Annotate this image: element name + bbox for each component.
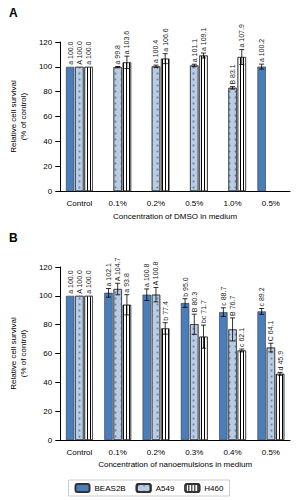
svg-text:c 88.7: c 88.7 (220, 287, 227, 306)
svg-text:Concentration of nanoemulsions: Concentration of nanoemulsions in medium (98, 460, 252, 469)
svg-text:0.4%: 0.4% (223, 448, 241, 457)
svg-text:A 104.7: A 104.7 (114, 257, 121, 281)
svg-text:0.5%: 0.5% (262, 448, 280, 457)
svg-text:0.2%: 0.2% (147, 199, 165, 208)
svg-text:b 77.4: b 77.4 (162, 301, 169, 321)
svg-text:a 102.1: a 102.1 (105, 263, 112, 286)
svg-text:B: B (9, 231, 18, 245)
svg-text:80: 80 (43, 320, 52, 329)
svg-text:0: 0 (48, 187, 53, 196)
svg-text:0.1%: 0.1% (109, 448, 127, 457)
svg-text:a 100.0: a 100.0 (67, 270, 74, 293)
svg-text:A549: A549 (156, 484, 175, 493)
svg-text:bc 71.7: bc 71.7 (200, 300, 207, 323)
svg-text:a 100.0: a 100.0 (85, 41, 92, 64)
svg-text:B 83.1: B 83.1 (229, 64, 236, 84)
svg-text:80: 80 (43, 87, 52, 96)
svg-text:a 106.6: a 106.6 (162, 28, 169, 51)
svg-text:B 80.3: B 80.3 (191, 292, 198, 312)
svg-text:a 100.4: a 100.4 (152, 40, 159, 63)
svg-text:B 76.7: B 76.7 (229, 296, 236, 316)
svg-text:0.5%: 0.5% (262, 199, 280, 208)
svg-text:d 45.9: d 45.9 (277, 351, 284, 371)
svg-text:a 100.0: a 100.0 (85, 270, 92, 293)
svg-text:A: A (9, 6, 18, 20)
svg-text:a 100.0: a 100.0 (67, 41, 74, 64)
svg-text:a 101.1: a 101.1 (191, 39, 198, 62)
svg-text:c 89.2: c 89.2 (258, 287, 265, 306)
svg-text:a 103.6: a 103.6 (123, 31, 130, 54)
svg-text:40: 40 (43, 378, 52, 387)
svg-text:Concentration of DMSO in mediu: Concentration of DMSO in medium (113, 212, 237, 221)
svg-text:H460: H460 (204, 484, 224, 493)
svg-text:100: 100 (39, 291, 53, 300)
svg-text:20: 20 (43, 407, 52, 416)
svg-text:1.0%: 1.0% (223, 199, 241, 208)
svg-text:0.2%: 0.2% (147, 448, 165, 457)
svg-text:a 107.9: a 107.9 (238, 24, 245, 47)
svg-text:0: 0 (48, 436, 53, 445)
svg-text:120: 120 (39, 263, 53, 272)
svg-text:60: 60 (43, 112, 52, 121)
svg-text:a 100.2: a 100.2 (258, 39, 265, 62)
svg-text:Relative cell survival: Relative cell survival (9, 317, 18, 390)
svg-text:Control: Control (66, 199, 92, 208)
svg-text:Relative cell survival: Relative cell survival (9, 80, 18, 153)
svg-text:Control: Control (66, 448, 92, 457)
svg-text:A 100.8: A 100.8 (152, 262, 159, 286)
svg-text:60: 60 (43, 349, 52, 358)
svg-text:(% of control): (% of control) (19, 92, 28, 140)
svg-text:A 100.0: A 100.0 (76, 270, 83, 294)
svg-text:0.5%: 0.5% (185, 199, 203, 208)
svg-text:40: 40 (43, 137, 52, 146)
svg-text:a 109.1: a 109.1 (200, 28, 207, 51)
svg-text:a 100.8: a 100.8 (143, 263, 150, 286)
svg-text:(% of control): (% of control) (19, 329, 28, 377)
svg-text:C 64.1: C 64.1 (267, 321, 274, 342)
svg-text:20: 20 (43, 162, 52, 171)
svg-text:a 99.8: a 99.8 (114, 45, 121, 65)
svg-text:a 93.8: a 93.8 (123, 273, 130, 293)
svg-text:0.1%: 0.1% (109, 199, 127, 208)
svg-text:A 100.0: A 100.0 (76, 41, 83, 65)
svg-text:120: 120 (39, 38, 53, 47)
svg-text:c 62.1: c 62.1 (238, 328, 245, 347)
svg-text:0.3%: 0.3% (185, 448, 203, 457)
svg-text:b 95.0: b 95.0 (182, 277, 189, 297)
svg-text:100: 100 (39, 62, 53, 71)
svg-text:BEAS2B: BEAS2B (95, 484, 126, 493)
